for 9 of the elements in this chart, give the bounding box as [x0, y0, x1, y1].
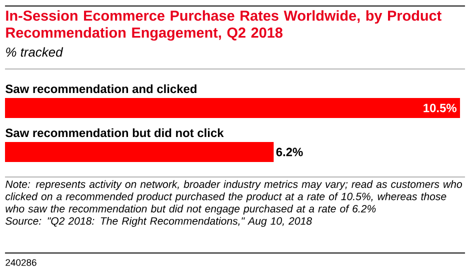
- text: Note: represents activity on network, broader industry metrics may vary; read as customers who clicked on a recommended product purchased the product at a rate of 10.5%, whereas those who saw the recommendation but did not engage purchased at a rate of 6.2%: [6, 180, 462, 215]
- chart-subtitle: % tracked: [6, 47, 64, 57]
- data-label: 10.5%: [424, 104, 456, 112]
- chart-title: In-Session Ecommerce Purchase Rates Worldwide, by Product Recommendation Engagement, Q2 2018: [6, 10, 442, 41]
- data-label: 6.2%: [276, 148, 303, 156]
- source-note: Source: "Q2 2018: The Right Recommendations," Aug 10, 2018: [6, 216, 312, 227]
- y-tick-label: Saw recommendation and clicked: [6, 84, 196, 94]
- text: 240286: [6, 259, 36, 266]
- y-tick-label: Saw recommendation but did not click: [6, 128, 224, 138]
